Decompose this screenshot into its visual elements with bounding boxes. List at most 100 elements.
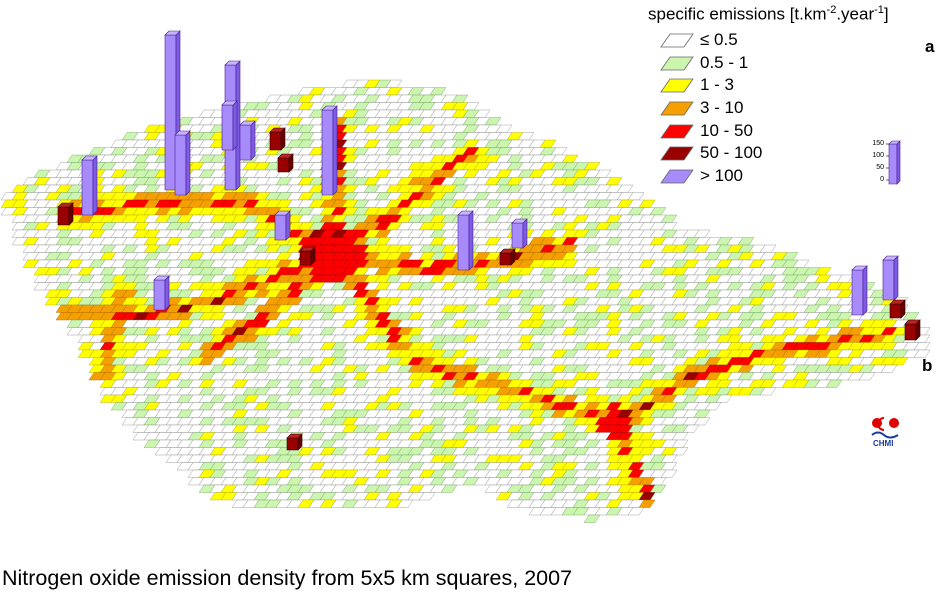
grid-cell bbox=[891, 357, 909, 366]
grid-cell bbox=[693, 417, 711, 426]
legend-title: specific emissions [t.km-2.year-1] bbox=[648, 4, 889, 25]
grid-cells bbox=[0, 79, 931, 523]
grid-cell bbox=[396, 499, 414, 508]
emission-column bbox=[321, 109, 334, 196]
emission-column bbox=[224, 60, 241, 66]
logo-text: CHMI bbox=[873, 439, 894, 448]
legend-label: > 100 bbox=[700, 166, 744, 186]
legend-swatch-icon bbox=[660, 78, 694, 93]
emission-column bbox=[81, 155, 98, 161]
emission-column bbox=[457, 210, 474, 216]
emission-map bbox=[0, 30, 931, 523]
emission-columns bbox=[57, 30, 921, 451]
emission-column bbox=[239, 124, 252, 161]
emission-column bbox=[893, 255, 899, 301]
emission-column bbox=[232, 100, 238, 151]
panel-label-a: a bbox=[925, 37, 935, 56]
emission-column bbox=[250, 120, 256, 161]
height-scale: 150 100 50 0 bbox=[862, 140, 912, 188]
swatch-shape bbox=[660, 33, 694, 48]
emission-column bbox=[164, 275, 170, 311]
emission-column bbox=[57, 202, 74, 208]
swatch-shape bbox=[660, 124, 694, 139]
emission-column bbox=[889, 303, 902, 319]
scale-bar-icon bbox=[886, 140, 901, 185]
scale-tick: 100 bbox=[872, 152, 884, 159]
legend-swatch-icon bbox=[660, 169, 694, 184]
grid-cell bbox=[671, 447, 689, 456]
emission-column bbox=[57, 206, 70, 226]
grid-cell bbox=[627, 507, 645, 516]
grid-cell bbox=[649, 484, 667, 493]
legend-swatch-icon bbox=[660, 147, 694, 161]
emission-column bbox=[286, 437, 299, 451]
emission-column bbox=[239, 120, 256, 126]
grid-cell bbox=[759, 387, 777, 396]
legend-swatch-icon bbox=[660, 33, 694, 48]
grid-cell bbox=[418, 492, 436, 501]
emission-column bbox=[468, 210, 474, 271]
legend-swatch-icon bbox=[660, 124, 694, 139]
grid-cell bbox=[704, 402, 722, 411]
emission-column bbox=[511, 218, 528, 224]
emission-column bbox=[269, 131, 282, 151]
grid-cell bbox=[858, 372, 876, 381]
emission-column bbox=[862, 265, 868, 316]
emission-column bbox=[164, 34, 177, 191]
emission-column bbox=[332, 105, 338, 196]
scale-tick: 50 bbox=[876, 164, 884, 171]
emission-column bbox=[221, 104, 234, 151]
emission-column bbox=[851, 265, 868, 271]
swatch-shape bbox=[660, 169, 694, 184]
legend-swatch-icon bbox=[660, 56, 694, 71]
emission-column bbox=[299, 246, 316, 252]
legend-title-suffix: ] bbox=[883, 4, 889, 24]
legend-title-exp1: -2 bbox=[826, 4, 837, 16]
emission-column bbox=[499, 248, 516, 254]
legend-label: 10 - 50 bbox=[700, 120, 753, 140]
emission-column bbox=[882, 255, 899, 261]
legend-title-exp2: -1 bbox=[874, 4, 884, 16]
scale-tick: 150 bbox=[872, 140, 884, 147]
emission-column bbox=[286, 433, 303, 439]
emission-column bbox=[274, 210, 291, 216]
emission-column bbox=[185, 130, 191, 196]
emission-column bbox=[499, 252, 512, 266]
caption: Nitrogen oxide emission density from 5x5… bbox=[2, 566, 573, 590]
grid-cell bbox=[660, 469, 678, 478]
emission-column bbox=[274, 214, 287, 241]
grid-cell bbox=[825, 379, 843, 388]
legend-label: 50 - 100 bbox=[700, 143, 763, 163]
isometric-grid-map bbox=[0, 30, 931, 523]
swatch-shape bbox=[660, 101, 694, 116]
legend-title-prefix: specific emissions [t.km bbox=[648, 4, 827, 24]
grid-cell bbox=[682, 424, 700, 433]
emission-column bbox=[174, 130, 191, 136]
scale-tick: 0 bbox=[880, 176, 884, 183]
emission-column bbox=[511, 222, 524, 249]
panel-label-b: b bbox=[922, 356, 933, 375]
emission-column bbox=[904, 319, 921, 325]
grid-cell bbox=[440, 484, 458, 493]
emission-column bbox=[153, 279, 166, 311]
emission-column bbox=[457, 214, 470, 271]
emission-column bbox=[153, 275, 170, 281]
swatch-shape bbox=[660, 78, 694, 93]
emission-column bbox=[81, 159, 94, 216]
emission-column bbox=[522, 218, 528, 249]
emission-column bbox=[174, 134, 187, 196]
swatch-shape bbox=[660, 56, 694, 71]
legend-label: 0.5 - 1 bbox=[700, 52, 749, 72]
swatch-shape bbox=[660, 147, 694, 161]
emission-column bbox=[882, 259, 895, 301]
legend-swatch-icon bbox=[660, 101, 694, 116]
emission-column bbox=[889, 299, 906, 305]
emission-column bbox=[221, 100, 238, 106]
emission-column bbox=[92, 155, 98, 216]
emission-column bbox=[277, 153, 294, 159]
emission-column bbox=[277, 157, 290, 173]
emission-column bbox=[164, 30, 181, 36]
grid-cell bbox=[913, 349, 931, 358]
chmi-logo-icon bbox=[871, 417, 899, 439]
grid-cell bbox=[715, 394, 733, 403]
